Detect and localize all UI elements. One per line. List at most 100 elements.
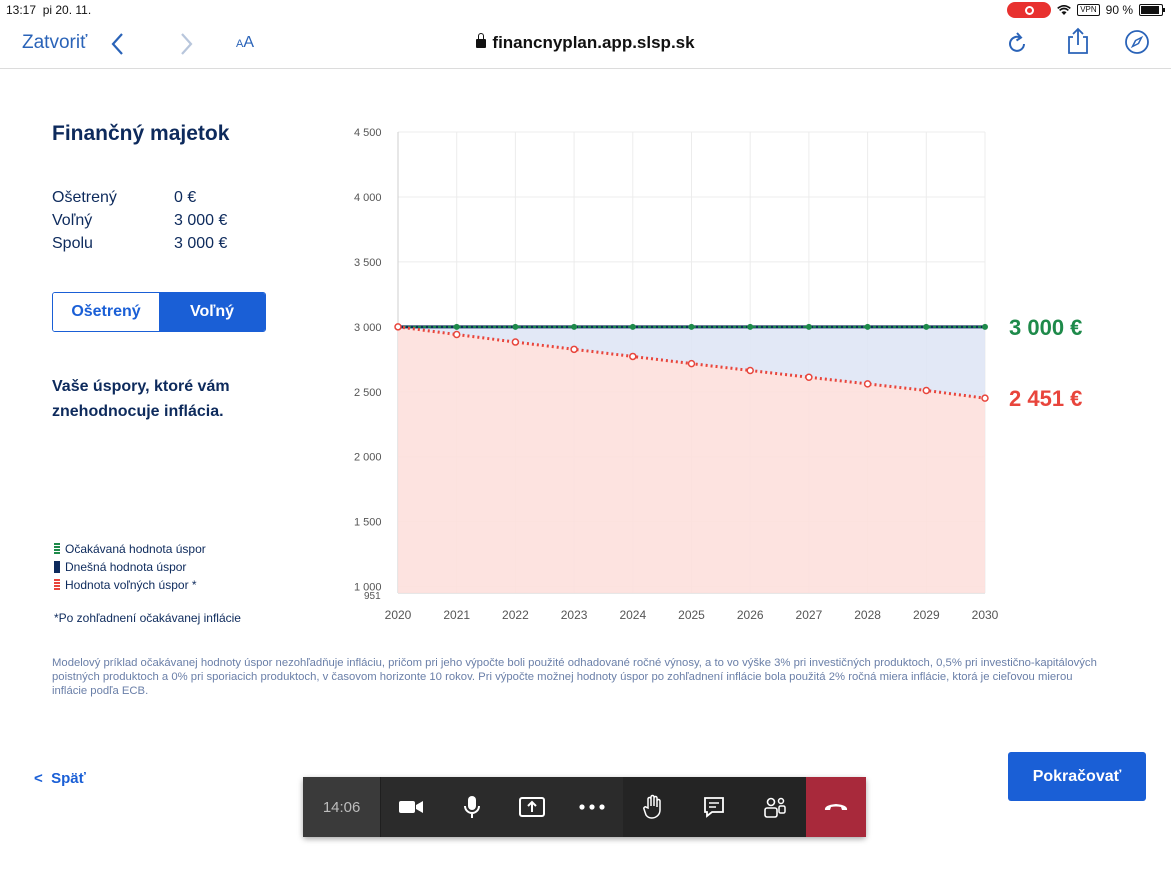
inflation-point <box>922 386 931 395</box>
expected-point <box>982 323 988 330</box>
x-tick-label: 2022 <box>502 608 529 622</box>
inflation-end-value: 2 451 € <box>1009 386 1082 411</box>
x-tick-label: 2027 <box>796 608 823 622</box>
y-tick-label: 3 500 <box>354 257 382 269</box>
inflation-point <box>629 352 637 361</box>
real-value-area <box>398 326 985 593</box>
more-options-button[interactable] <box>562 777 622 837</box>
y-min-label: 951 <box>364 591 381 602</box>
inflation-point <box>394 323 402 331</box>
x-tick-label: 2020 <box>385 608 412 622</box>
y-tick-label: 1 500 <box>354 517 382 529</box>
summary-row-treated: Ošetrený 0 € <box>52 189 197 206</box>
close-button[interactable]: Zatvoriť <box>22 32 88 53</box>
chat-icon <box>704 797 725 818</box>
raise-hand-icon <box>643 794 661 819</box>
page-title: Finančný majetok <box>52 122 230 145</box>
summary-row-free: Voľný 3 000 € <box>52 212 228 229</box>
continue-button[interactable]: Pokračovať <box>1008 752 1146 801</box>
screen-recording-icon <box>1007 2 1052 18</box>
y-tick-label: 4 000 <box>354 192 382 204</box>
asset-summary: Ošetrený 0 € Voľný 3 000 € Spolu 3 000 € <box>52 189 227 258</box>
expected-end-value: 3 000 € <box>1009 315 1082 340</box>
legend-item-free: Hodnota voľných úspor * <box>54 576 206 594</box>
y-tick-label: 2 000 <box>354 452 382 464</box>
camera-icon <box>399 801 424 813</box>
reload-icon[interactable] <box>1006 30 1030 56</box>
inflation-point <box>570 345 578 354</box>
x-tick-label: 2028 <box>854 608 881 622</box>
expected-point <box>864 323 871 330</box>
share-icon[interactable] <box>1066 26 1090 56</box>
chart-legend: Očakávaná hodnota úspor Dnešná hodnota ú… <box>54 540 206 594</box>
inflation-point <box>452 330 461 339</box>
lock-icon <box>476 33 487 48</box>
expected-point <box>571 323 578 330</box>
expected-point <box>923 323 930 330</box>
legend-item-expected: Očakávaná hodnota úspor <box>54 540 206 558</box>
share-screen-button[interactable] <box>502 777 562 837</box>
summary-row-total: Spolu 3 000 € <box>52 235 228 252</box>
asset-type-toggle: Ošetrený Voľný <box>52 292 266 332</box>
inflation-point <box>805 373 813 381</box>
inflation-point <box>746 366 754 375</box>
x-tick-label: 2021 <box>443 608 470 622</box>
toggle-treated-button[interactable]: Ošetrený <box>53 293 159 331</box>
inflation-info: Vaše úspory, ktoré vám znehodnocuje infl… <box>52 378 230 420</box>
battery-percent: 90 % <box>1105 3 1133 17</box>
back-button[interactable]: < Späť <box>34 770 86 787</box>
camera-button[interactable] <box>381 777 441 837</box>
forward-icon[interactable] <box>178 31 194 57</box>
wifi-icon <box>1057 4 1071 15</box>
share-screen-icon <box>519 797 546 817</box>
participants-button[interactable] <box>745 777 806 837</box>
meeting-timer: 14:06 <box>303 777 382 837</box>
toggle-free-button[interactable]: Voľný <box>159 293 265 331</box>
x-tick-label: 2026 <box>737 608 764 622</box>
compass-icon[interactable] <box>1124 29 1150 55</box>
vpn-badge: VPN <box>1077 4 1100 16</box>
text-size-button[interactable]: AA <box>236 34 255 51</box>
inflation-footnote: *Po zohľadnení očakávanej inflácie <box>54 611 241 625</box>
expected-point <box>805 323 812 330</box>
browser-toolbar: Zatvoriť AA financnyplan.app.slsp.sk <box>0 22 1171 69</box>
y-tick-label: 2 500 <box>354 387 382 399</box>
expected-point <box>629 323 636 330</box>
x-tick-label: 2030 <box>972 608 999 622</box>
microphone-button[interactable] <box>442 777 502 837</box>
disclaimer-text: Modelový príklad očakávanej hodnoty úspo… <box>52 657 1097 697</box>
inflation-point <box>863 380 872 388</box>
x-tick-label: 2025 <box>678 608 705 622</box>
more-icon <box>579 804 606 810</box>
hang-up-icon <box>824 804 847 810</box>
inflation-point <box>981 394 989 402</box>
microphone-icon <box>463 796 480 818</box>
meeting-toolbar: 14:06 <box>303 777 866 837</box>
expected-point <box>453 323 460 330</box>
status-bar: 13:17 pi 20. 11. VPN 90 % <box>0 0 1171 20</box>
legend-item-today: Dnešná hodnota úspor <box>54 558 206 576</box>
x-tick-label: 2024 <box>619 608 646 622</box>
y-tick-label: 4 500 <box>354 127 382 139</box>
x-tick-label: 2029 <box>913 608 940 622</box>
raise-hand-button[interactable] <box>623 777 684 837</box>
expected-point <box>688 323 695 330</box>
status-time: 13:17 pi 20. 11. <box>6 3 92 17</box>
url-text: financnyplan.app.slsp.sk <box>492 33 695 52</box>
inflation-point <box>511 338 520 346</box>
expected-point <box>512 323 519 330</box>
participants-icon <box>764 797 786 818</box>
meeting-secondary-group <box>622 777 806 837</box>
x-tick-label: 2023 <box>561 608 588 622</box>
expected-point <box>747 323 754 330</box>
chevron-left-icon: < <box>34 770 52 787</box>
y-tick-label: 3 000 <box>354 322 382 334</box>
savings-chart: 4 500 4 000 3 500 3 000 2 500 2 000 1 500 1 000… <box>354 127 1082 622</box>
address-bar[interactable]: financnyplan.app.slsp.sk <box>0 33 1171 53</box>
inflation-point <box>687 359 696 368</box>
battery-icon <box>1139 4 1165 16</box>
back-icon[interactable] <box>110 31 126 57</box>
y-tick-label: 1 000 <box>354 582 382 594</box>
chat-button[interactable] <box>684 777 745 837</box>
end-call-button[interactable] <box>805 777 866 837</box>
